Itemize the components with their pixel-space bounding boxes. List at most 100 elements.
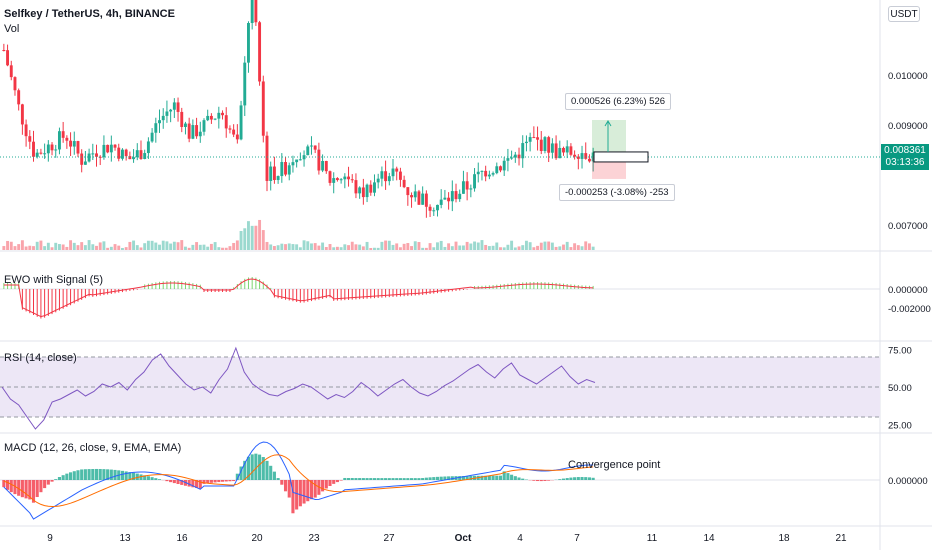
volume-bar (13, 246, 17, 250)
volume-bar (550, 242, 554, 250)
candle-body (321, 160, 325, 171)
volume-bar (354, 244, 358, 250)
volume-bar (335, 246, 339, 250)
candle-body (384, 171, 388, 182)
candle-body (213, 118, 217, 120)
volume-bar (169, 243, 173, 250)
volume-bar (324, 247, 328, 250)
volume-bar (517, 246, 521, 250)
candle-body (20, 104, 24, 125)
volume-bar (532, 247, 536, 250)
candle-body (413, 191, 417, 198)
candle-body (395, 168, 399, 172)
volume-bar (87, 240, 91, 250)
volume-bar (558, 246, 562, 250)
last-price-tag: 0.008361 03:13:36 (881, 144, 929, 170)
bar-countdown: 03:13:36 (885, 157, 925, 168)
candle-body (291, 162, 295, 166)
volume-bar (113, 244, 117, 250)
volume-bar (365, 241, 369, 250)
macd-pane-title: MACD (12, 26, close, 9, EMA, EMA) (4, 442, 182, 454)
candle-body (528, 137, 532, 142)
candle-body (332, 178, 336, 183)
candle-body (258, 22, 262, 82)
volume-bar (150, 240, 154, 250)
candle-body (562, 147, 565, 153)
volume-bar (343, 244, 347, 250)
rsi-band (0, 357, 880, 417)
candle-body (98, 156, 102, 158)
profit-arrowhead (604, 120, 612, 127)
volume-bar (373, 247, 376, 250)
x-tick-label: 20 (251, 533, 263, 544)
volume-bar (161, 240, 165, 250)
candle-body (354, 180, 358, 194)
x-tick-label: 14 (703, 533, 715, 544)
volume-bar (76, 245, 80, 250)
last-price-value: 0.008361 (884, 145, 926, 156)
volume-bar (347, 245, 350, 250)
volume-bar (43, 246, 47, 250)
volume-bar (380, 241, 384, 250)
volume-bar (499, 247, 502, 250)
candle-body (202, 120, 206, 132)
volume-bar (543, 241, 547, 250)
candle-body (72, 141, 76, 147)
volume-bar (295, 244, 299, 250)
candle-body (254, 0, 258, 23)
candle-body (350, 179, 354, 181)
volume-bar (172, 241, 176, 250)
volume-bar (528, 242, 532, 250)
candle-body (536, 137, 540, 140)
volume-bar (421, 247, 425, 250)
volume-bar (569, 247, 573, 250)
candle-body (184, 123, 187, 127)
volume-bar (576, 245, 580, 250)
currency-button[interactable]: USDT (888, 6, 920, 22)
volume-bar (361, 246, 365, 250)
volume-bar (376, 247, 380, 250)
candle-body (469, 188, 473, 190)
candle-body (298, 159, 302, 161)
rsi-pane-title: RSI (14, close) (4, 352, 77, 364)
volume-bar (476, 242, 480, 250)
x-tick-label: 16 (176, 533, 188, 544)
volume-bar (198, 244, 202, 250)
volume-bar (591, 246, 595, 250)
volume-bar (228, 246, 232, 250)
volume-bar (487, 246, 491, 250)
volume-bar (9, 241, 13, 250)
volume-bar (184, 246, 187, 250)
candle-body (17, 90, 21, 105)
macd-tick-label: 0.000000 (888, 476, 928, 487)
candle-body (584, 153, 588, 159)
chart-title: Selfkey / TetherUS, 4h, BINANCE (4, 8, 175, 20)
volume-bar (350, 241, 354, 250)
candle-body (176, 102, 180, 112)
entry-box (593, 151, 649, 163)
volume-bar (132, 240, 136, 250)
volume-bar (57, 244, 61, 250)
volume-bar (580, 246, 584, 250)
candle-body (109, 144, 113, 153)
candle-body (339, 179, 343, 181)
candle-body (398, 171, 402, 180)
candle-body (61, 131, 65, 138)
volume-bar (469, 243, 473, 250)
volume-bar (191, 244, 195, 250)
candle-body (306, 146, 310, 156)
candle-body (57, 131, 61, 150)
volume-bar (287, 243, 291, 250)
candle-body (573, 154, 577, 157)
volume-bar (406, 243, 410, 250)
candle-body (554, 143, 558, 159)
volume-bar (521, 245, 525, 250)
volume-bar (480, 240, 484, 250)
volume-bar (139, 247, 143, 250)
candle-body (387, 176, 391, 182)
candle-body (454, 191, 458, 200)
volume-bar (232, 242, 236, 250)
candle-body (328, 171, 332, 183)
candle-body (521, 143, 525, 159)
